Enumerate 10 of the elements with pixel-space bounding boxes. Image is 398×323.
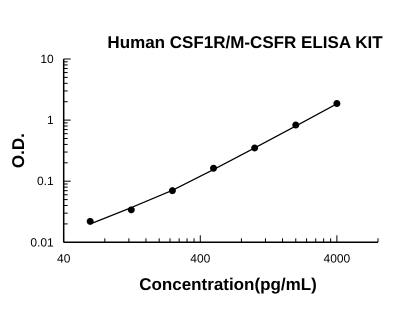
x-tick-label: 4000 [324, 251, 351, 266]
y-tick-label: 10 [40, 52, 54, 66]
y-axis-title: O.D. [9, 133, 28, 168]
chart-title: Human CSF1R/M-CSFR ELISA KIT [107, 33, 384, 52]
x-axis-title: Concentration(pg/mL) [139, 275, 317, 294]
x-tick-label: 400 [190, 251, 211, 266]
x-tick-label: 40 [57, 251, 71, 266]
y-tick-label: 0.01 [30, 235, 54, 250]
y-tick-label: 0.1 [37, 174, 54, 188]
y-tick-label: 1 [47, 113, 54, 128]
